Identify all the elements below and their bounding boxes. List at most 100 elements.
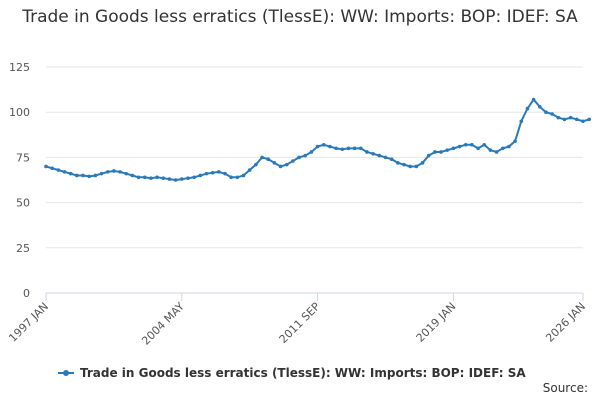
data-point: [179, 177, 184, 181]
data-point: [408, 164, 412, 169]
data-point: [562, 117, 567, 122]
data-point: [235, 175, 240, 180]
x-tick-label: 2026 JAN: [543, 300, 588, 345]
data-point: [186, 176, 190, 180]
data-point: [75, 173, 79, 178]
data-point: [463, 142, 468, 147]
data-point: [278, 164, 283, 169]
data-point: [334, 146, 338, 151]
data-point: [266, 157, 271, 162]
data-point: [315, 144, 320, 149]
data-point: [56, 168, 61, 172]
data-point: [87, 174, 92, 179]
data-point: [284, 162, 289, 167]
data-point: [550, 112, 554, 116]
data-point: [365, 150, 369, 154]
data-point: [136, 175, 141, 180]
data-point: [81, 173, 85, 178]
data-point: [272, 161, 277, 165]
data-point: [352, 146, 357, 151]
data-point: [568, 115, 573, 120]
data-point: [531, 97, 536, 102]
y-tick-label: 0: [23, 287, 30, 300]
data-point: [241, 173, 246, 178]
legend-label: Trade in Goods less erratics (TlessE): W…: [80, 366, 526, 380]
data-point: [488, 148, 493, 152]
x-tick-label: 2011 SEP: [277, 300, 323, 346]
data-point: [260, 155, 264, 160]
data-point: [470, 142, 474, 147]
data-point: [204, 171, 209, 176]
data-point: [377, 153, 382, 158]
data-point: [383, 155, 388, 160]
data-point: [426, 153, 431, 158]
data-line: [45, 97, 590, 182]
x-tick-label: 2004 MAY: [139, 300, 187, 348]
data-point: [358, 146, 363, 151]
data-point: [519, 119, 524, 124]
data-point: [581, 119, 585, 124]
y-tick-label: 25: [16, 242, 30, 255]
data-point: [494, 150, 499, 154]
data-point: [396, 161, 400, 165]
data-point: [414, 164, 419, 169]
data-point: [210, 170, 215, 175]
data-point: [303, 153, 308, 158]
data-point: [340, 147, 345, 152]
data-point: [173, 178, 178, 182]
data-point: [217, 170, 221, 174]
data-point: [451, 146, 456, 151]
data-point: [112, 169, 116, 173]
data-point: [507, 144, 511, 149]
y-tick-label: 50: [16, 197, 30, 210]
source: Source:: [543, 381, 588, 395]
data-point: [44, 164, 48, 169]
data-point: [556, 115, 561, 120]
data-point: [439, 150, 443, 154]
data-point: [328, 144, 332, 149]
y-tick-label: 100: [9, 106, 30, 119]
data-point: [118, 170, 122, 174]
data-point: [124, 171, 129, 176]
data-point: [482, 142, 487, 147]
data-point: [402, 162, 406, 167]
data-point: [500, 146, 505, 151]
data-point: [433, 150, 437, 154]
data-point: [346, 146, 351, 151]
data-point: [99, 171, 104, 176]
x-tick-label: 2019 JAN: [414, 300, 459, 345]
data-point: [68, 171, 73, 176]
data-point: [291, 159, 295, 163]
data-point: [229, 175, 233, 180]
data-point: [130, 173, 135, 178]
data-point: [247, 168, 252, 172]
data-point: [371, 151, 375, 156]
data-point: [513, 139, 517, 143]
data-point: [223, 171, 227, 176]
y-tick-label: 125: [9, 61, 30, 74]
x-tick-label: 1997 JAN: [6, 300, 51, 345]
chart-title: Trade in Goods less erratics (TlessE): W…: [22, 7, 578, 27]
data-point: [457, 144, 462, 149]
data-point: [537, 104, 542, 109]
data-point: [105, 170, 110, 174]
data-point: [587, 117, 591, 122]
data-point: [420, 161, 425, 165]
data-point: [142, 175, 147, 180]
data-point: [161, 176, 166, 180]
data-point: [50, 166, 54, 171]
data-point: [62, 170, 67, 174]
data-point: [149, 176, 153, 180]
data-point: [476, 146, 480, 151]
data-point: [309, 150, 314, 154]
y-tick-label: 75: [16, 151, 30, 164]
data-point: [445, 148, 450, 152]
data-point: [198, 173, 203, 178]
data-point: [389, 157, 394, 162]
data-point: [575, 117, 579, 122]
data-point: [155, 175, 159, 180]
data-point: [254, 162, 258, 167]
data-point: [93, 173, 98, 178]
